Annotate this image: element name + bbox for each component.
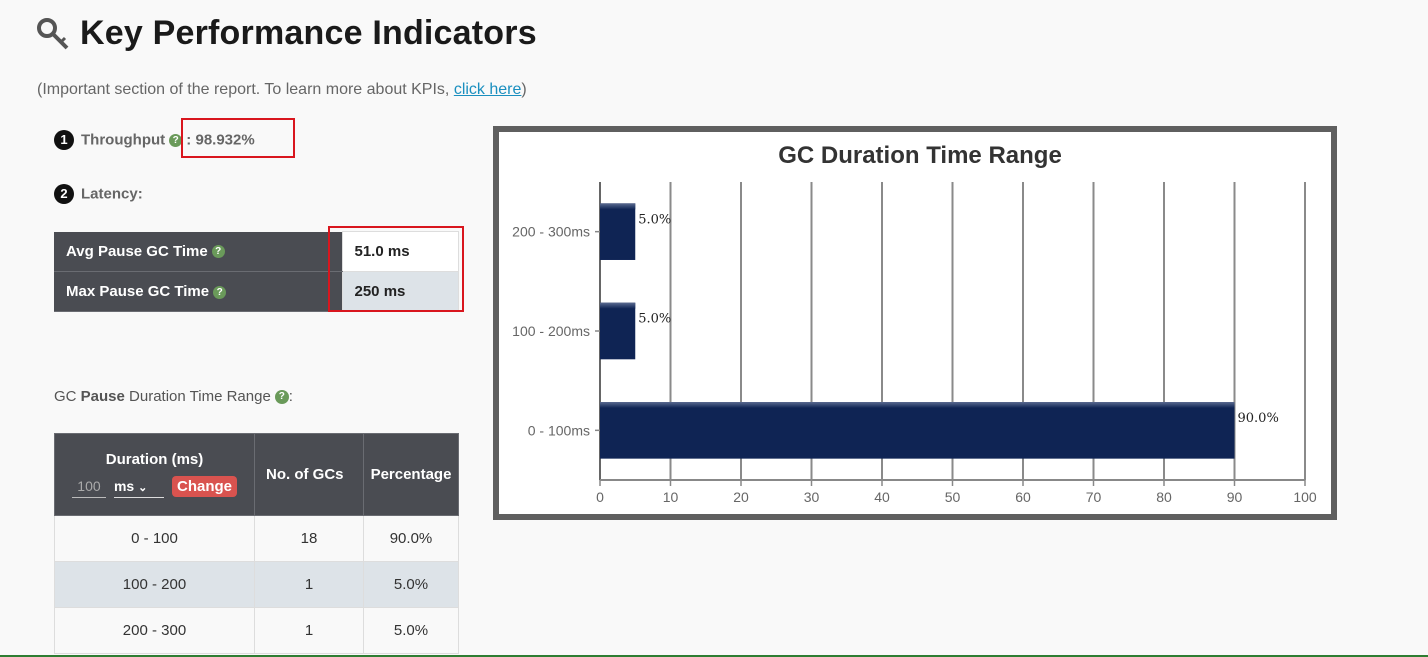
- gc-duration-chart-frame: GC Duration Time Range 90.0% 5.0% 5.0% 0 -…: [493, 126, 1337, 520]
- x-tick-label: 70: [1086, 489, 1102, 505]
- x-tick-label: 20: [733, 489, 749, 505]
- throughput-value: 98.932%: [195, 131, 255, 149]
- bar: [600, 302, 636, 360]
- max-pause-label: Max Pause GC Time: [66, 283, 210, 300]
- count-cell: 18: [254, 515, 364, 562]
- count-cell: 1: [254, 607, 364, 654]
- latency-label: Latency:: [81, 185, 143, 203]
- y-tick-label: 0 - 100ms: [528, 422, 590, 438]
- page-header: Key Performance Indicators: [36, 14, 537, 53]
- intro-suffix: ): [521, 81, 527, 98]
- x-tick-label: 100: [1293, 489, 1317, 505]
- percentage-cell: 5.0%: [363, 607, 459, 654]
- pause-table-header: Duration (ms) 100 ms ⌄ Change No. of GCs P…: [54, 433, 459, 516]
- chart-y-ticks: 0 - 100ms 100 - 200ms 200 - 300ms: [512, 224, 600, 438]
- x-tick-label: 90: [1227, 489, 1243, 505]
- avg-pause-cell: Avg Pause GC Time?: [54, 231, 342, 272]
- max-pause-cell: Max Pause GC Time?: [54, 271, 342, 312]
- x-tick-label: 80: [1156, 489, 1172, 505]
- throughput-row: 1 Throughput? : 98.932%: [54, 130, 255, 150]
- x-tick-label: 30: [804, 489, 820, 505]
- latency-badge: 2: [54, 184, 74, 204]
- percentage-cell: 90.0%: [363, 515, 459, 562]
- pause-title-bold: Pause: [80, 388, 125, 405]
- latency-table: Avg Pause GC Time? 51.0 ms Max Pause GC …: [54, 231, 459, 312]
- x-tick-label: 40: [874, 489, 890, 505]
- bar-highlight: [600, 302, 636, 309]
- key-icon: [37, 17, 69, 49]
- latency-row: 2 Latency:: [54, 184, 143, 204]
- bar-data-label: 90.0%: [1238, 411, 1279, 426]
- count-cell: 1: [254, 561, 364, 608]
- intro-text: (Important section of the report. To lea…: [37, 81, 527, 99]
- y-tick-label: 100 - 200ms: [512, 323, 590, 339]
- chart-title: GC Duration Time Range: [778, 142, 1062, 169]
- chevron-down-icon: ⌄: [138, 482, 148, 494]
- question-circle-icon[interactable]: ?: [213, 285, 227, 299]
- bar-highlight: [600, 402, 1235, 409]
- throughput-label: Throughput: [81, 131, 166, 149]
- latency-row-max: Max Pause GC Time? 250 ms: [54, 271, 459, 312]
- duration-cell: 200 - 300: [54, 607, 255, 654]
- pause-range-title: GC Pause Duration Time Range?:: [54, 388, 293, 405]
- page-title: Key Performance Indicators: [80, 14, 537, 52]
- gc-duration-chart: GC Duration Time Range 90.0% 5.0% 5.0% 0 -…: [512, 142, 1317, 505]
- avg-pause-label: Avg Pause GC Time: [66, 242, 208, 260]
- change-button[interactable]: Change: [171, 476, 237, 497]
- question-circle-icon[interactable]: ?: [211, 245, 225, 259]
- range-size-input[interactable]: 100: [71, 478, 106, 498]
- pause-range-table: Duration (ms) 100 ms ⌄ Change No. of GCs P…: [54, 433, 459, 654]
- bar-data-label: 5.0%: [638, 312, 671, 327]
- bar: [600, 203, 636, 260]
- question-circle-icon[interactable]: ?: [274, 390, 289, 405]
- throughput-highlight: [181, 118, 295, 158]
- x-tick-label: 0: [596, 489, 604, 505]
- pause-title-colon: :: [288, 388, 293, 405]
- x-tick-label: 60: [1015, 489, 1031, 505]
- unit-select[interactable]: ms ⌄: [113, 478, 164, 498]
- duration-header: Duration (ms) 100 ms ⌄ Change: [54, 433, 255, 516]
- latency-highlight: [328, 226, 464, 312]
- x-tick-label: 50: [945, 489, 961, 505]
- question-circle-icon[interactable]: ?: [169, 133, 183, 147]
- bar: [600, 402, 1235, 459]
- table-row: 200 - 300 1 5.0%: [54, 607, 459, 654]
- duration-cell: 0 - 100: [54, 515, 255, 562]
- unit-select-value: ms: [113, 478, 135, 494]
- duration-header-label: Duration (ms): [105, 451, 204, 468]
- duration-cell: 100 - 200: [54, 561, 255, 608]
- bar-data-label: 5.0%: [638, 212, 671, 227]
- chart-bars: 90.0% 5.0% 5.0%: [600, 203, 1279, 459]
- pause-title-prefix: GC: [54, 388, 81, 405]
- duration-controls: 100 ms ⌄ Change: [56, 476, 253, 498]
- max-pause-value: 250 ms: [341, 271, 459, 312]
- throughput-badge: 1: [54, 130, 74, 150]
- y-tick-label: 200 - 300ms: [512, 224, 590, 240]
- table-row: 100 - 200 1 5.0%: [54, 561, 459, 608]
- pause-title-suffix: Duration Time Range: [124, 388, 271, 405]
- bar-highlight: [600, 203, 636, 210]
- intro-prefix: (Important section of the report. To lea…: [37, 81, 454, 98]
- percentage-header: Percentage: [363, 433, 459, 516]
- chart-x-ticks: 0 10 20 30 40 50 60 70 80 90 100: [596, 480, 1317, 505]
- percentage-cell: 5.0%: [363, 561, 459, 608]
- x-tick-label: 10: [663, 489, 679, 505]
- kpi-help-link[interactable]: click here: [453, 81, 522, 98]
- bottom-border: [0, 655, 1428, 657]
- count-header: No. of GCs: [254, 433, 364, 516]
- table-row: 0 - 100 18 90.0%: [54, 515, 459, 562]
- throughput-separator: :: [182, 131, 196, 149]
